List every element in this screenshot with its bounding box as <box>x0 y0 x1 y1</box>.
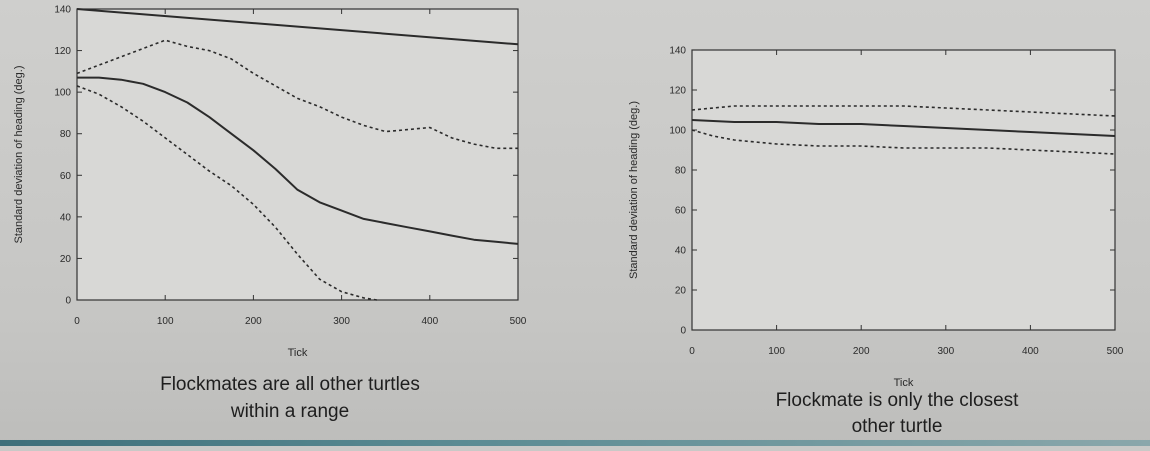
chart-1-caption-line-1: Flockmates are all other turtles <box>160 374 420 395</box>
chart-2-x-tick-label: 300 <box>937 346 954 357</box>
chart-1-x-tick-label: 100 <box>157 316 174 327</box>
chart-2-x-tick-label: 500 <box>1107 346 1124 357</box>
chart-1-x-tick-label: 0 <box>74 316 80 327</box>
chart-1-x-tick-label: 300 <box>333 316 350 327</box>
chart-1-series-3-line <box>76 85 378 301</box>
chart-2-caption-line-1: Flockmate is only the closest <box>776 390 1020 411</box>
chart-1-y-axis-label: Standard deviation of heading (deg.) <box>13 66 25 244</box>
chart-1-x-tick-label: 400 <box>421 316 438 327</box>
chart-1-x-axis-label: Tick <box>288 347 308 359</box>
chart-2-y-tick-label: 0 <box>680 326 686 337</box>
chart-2-y-tick-label: 140 <box>669 46 686 57</box>
slide-bottom-band <box>0 440 1150 446</box>
chart-1-plot-frame <box>76 8 519 301</box>
chart-1-y-tick-label: 80 <box>60 129 72 140</box>
chart-2-series-2-line <box>691 105 1116 117</box>
chart-2-y-tick-label: 80 <box>675 166 687 177</box>
chart-1-y-tick-label: 120 <box>54 46 71 57</box>
chart-1-x-tick-label: 500 <box>510 316 527 327</box>
chart-1-y-tick-label: 60 <box>60 171 72 182</box>
chart-1-y-tick-label: 100 <box>54 88 71 99</box>
chart-2-y-axis-label: Standard deviation of heading (deg.) <box>628 101 640 279</box>
chart-2-x-tick-label: 100 <box>768 346 785 357</box>
chart-2-plot-frame <box>691 49 1116 331</box>
chart-2-y-tick-label: 120 <box>669 86 686 97</box>
chart-1-y-tick-label: 140 <box>54 5 71 16</box>
chart-2-x-axis-label: Tick <box>894 377 914 389</box>
chart-2-y-tick-label: 40 <box>675 246 687 257</box>
chart-2-y-tick-label: 100 <box>669 126 686 137</box>
chart-1-y-tick-label: 0 <box>65 296 71 307</box>
chart-2-x-tick-label: 400 <box>1022 346 1039 357</box>
chart-1-series-1-line <box>77 76 519 245</box>
chart-1-series-2-line <box>76 39 518 150</box>
chart-2-x-tick-label: 0 <box>689 346 695 357</box>
chart-2-caption-line-2: other turtle <box>852 416 943 437</box>
chart-2-y-tick-label: 20 <box>675 286 687 297</box>
chart-2-series-1-line <box>691 119 1116 137</box>
chart-2-x-tick-label: 200 <box>853 346 870 357</box>
chart-1-series-4-line <box>76 8 519 46</box>
chart-1-caption-line-2: within a range <box>230 401 349 422</box>
chart-1-y-tick-label: 40 <box>60 212 72 223</box>
chart-1-x-tick-label: 200 <box>245 316 262 327</box>
chart-1-y-tick-label: 20 <box>60 254 72 265</box>
chart-2-y-tick-label: 60 <box>675 206 687 217</box>
